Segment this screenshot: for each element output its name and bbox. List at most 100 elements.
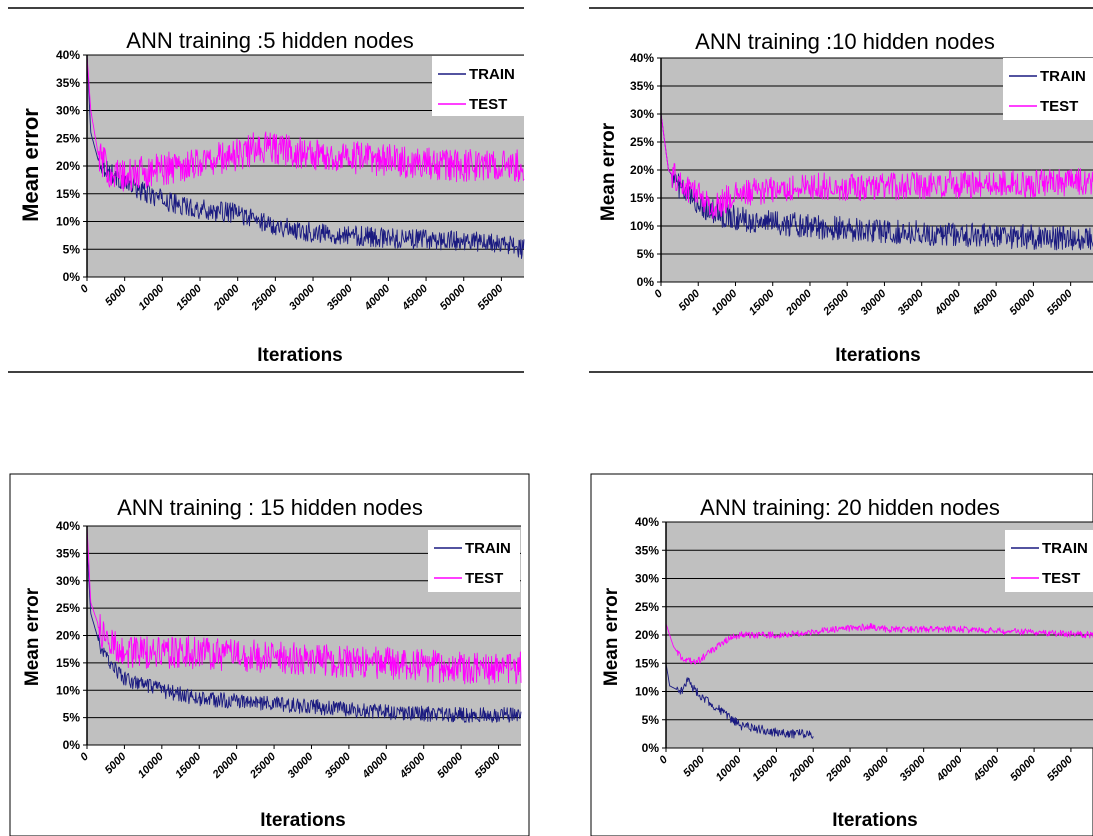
x-tick-label: 50000	[1007, 287, 1038, 318]
legend-box	[428, 530, 520, 592]
x-tick-label: 30000	[858, 287, 889, 318]
y-tick-label: 0%	[642, 741, 660, 755]
y-axis-label: Mean error	[601, 587, 622, 686]
x-tick-label: 55000	[1045, 753, 1076, 784]
y-tick-label: 20%	[635, 628, 659, 642]
y-tick-label: 0%	[63, 270, 81, 284]
y-tick-label: 5%	[642, 713, 660, 727]
x-tick-label: 20000	[211, 282, 242, 313]
legend-box	[1005, 530, 1093, 592]
chart-title: ANN training :10 hidden nodes	[695, 29, 995, 54]
y-tick-label: 25%	[56, 131, 80, 145]
x-tick-label: 20000	[210, 750, 241, 781]
x-tick-label: 45000	[971, 753, 1002, 784]
x-tick-label: 55000	[1045, 287, 1076, 318]
x-tick-label: 30000	[287, 282, 318, 313]
y-axis-label: Mean error	[22, 587, 43, 686]
panel-frame	[590, 473, 1093, 836]
y-tick-label: 20%	[630, 163, 654, 177]
x-tick-label: 45000	[969, 287, 1000, 318]
x-tick-label: 20000	[783, 287, 814, 318]
y-tick-label: 30%	[56, 104, 80, 118]
x-tick-label: 0	[78, 750, 91, 763]
x-tick-label: 5000	[103, 750, 129, 776]
x-tick-label: 15000	[174, 282, 205, 313]
legend-label-train: TRAIN	[1042, 540, 1088, 557]
series-train-line	[86, 54, 525, 259]
x-tick-label: 20000	[787, 753, 818, 784]
chart-4: 0% 5% 10% 15% 20% 25% 30% 35% 40% 0 5000 10000 15000…	[590, 473, 1093, 836]
x-tick-label: 50000	[1008, 753, 1039, 784]
x-tick-label: 35000	[325, 282, 356, 313]
y-tick-label: 30%	[630, 107, 654, 121]
x-tick-label: 35000	[323, 750, 354, 781]
chart-2: 0% 5% 10% 15% 20% 25% 30% 35% 40% 0 5000 10000 15000…	[589, 7, 1093, 373]
y-tick-label: 20%	[56, 629, 80, 643]
y-tick-label: 10%	[635, 685, 659, 699]
x-tick-label: 5000	[681, 753, 707, 779]
chart-3: 0% 5% 10% 15% 20% 25% 30% 35% 40% 0 5000 10000 15000…	[9, 473, 530, 836]
x-tick-label: 25000	[249, 282, 280, 313]
legend-box	[432, 56, 524, 116]
chart-title: ANN training : 15 hidden nodes	[117, 495, 423, 520]
x-tick-label: 5000	[677, 287, 703, 313]
y-tick-label: 15%	[630, 191, 654, 205]
x-axis-label: Iterations	[257, 345, 343, 366]
series-test-line	[86, 54, 525, 192]
y-tick-label: 0%	[63, 738, 81, 752]
x-tick-label: 0	[652, 287, 665, 300]
x-tick-label: 0	[78, 282, 91, 295]
y-tick-label: 30%	[56, 574, 80, 588]
y-tick-label: 25%	[635, 600, 659, 614]
legend-label-test: TEST	[1040, 98, 1078, 115]
chart-1: 0% 5% 10% 15% 20% 25% 30% 35% 40% 0 5000 10000 15000…	[8, 7, 525, 373]
y-tick-label: 15%	[635, 656, 659, 670]
x-tick-label: 25000	[247, 750, 278, 781]
x-tick-label: 5000	[103, 282, 129, 308]
x-axis-label: Iterations	[832, 810, 918, 831]
x-tick-label: 10000	[136, 750, 167, 781]
x-tick-label: 45000	[397, 750, 428, 781]
series-test-line	[86, 525, 522, 685]
y-axis-label: Mean error	[18, 108, 43, 222]
y-tick-label: 30%	[635, 572, 659, 586]
series-train-line	[660, 113, 1093, 251]
x-tick-label: 40000	[362, 282, 393, 313]
x-tick-label: 0	[657, 753, 670, 766]
y-tick-label: 10%	[56, 683, 80, 697]
series-test-line	[665, 622, 1093, 665]
x-tick-label: 50000	[435, 750, 466, 781]
panel-frame	[9, 473, 530, 836]
x-tick-label: 40000	[934, 753, 965, 784]
y-tick-label: 15%	[56, 187, 80, 201]
legend-label-train: TRAIN	[465, 540, 511, 557]
y-tick-label: 5%	[637, 247, 655, 261]
y-tick-label: 25%	[630, 135, 654, 149]
legend-label-train: TRAIN	[1040, 68, 1086, 85]
y-tick-label: 35%	[635, 543, 659, 557]
y-tick-label: 35%	[630, 79, 654, 93]
x-tick-label: 30000	[861, 753, 892, 784]
x-tick-label: 15000	[747, 287, 778, 318]
y-tick-label: 5%	[63, 711, 81, 725]
x-tick-label: 50000	[438, 282, 469, 313]
legend-label-train: TRAIN	[469, 66, 515, 83]
y-tick-label: 0%	[637, 275, 655, 289]
y-tick-label: 10%	[56, 215, 80, 229]
x-tick-label: 25000	[821, 287, 852, 318]
chart-title: ANN training: 20 hidden nodes	[700, 495, 1000, 520]
series-test-line	[660, 113, 1093, 220]
y-tick-label: 35%	[56, 546, 80, 560]
x-tick-label: 40000	[360, 750, 391, 781]
series-train-line	[86, 547, 522, 723]
legend-label-test: TEST	[465, 570, 503, 587]
y-tick-label: 25%	[56, 601, 80, 615]
x-tick-label: 25000	[823, 753, 854, 784]
y-tick-label: 40%	[630, 51, 654, 65]
y-tick-label: 15%	[56, 656, 80, 670]
chart-title: ANN training :5 hidden nodes	[126, 28, 413, 53]
series-train-line	[665, 663, 814, 739]
legend-label-test: TEST	[1042, 570, 1080, 587]
x-tick-label: 10000	[136, 282, 167, 313]
